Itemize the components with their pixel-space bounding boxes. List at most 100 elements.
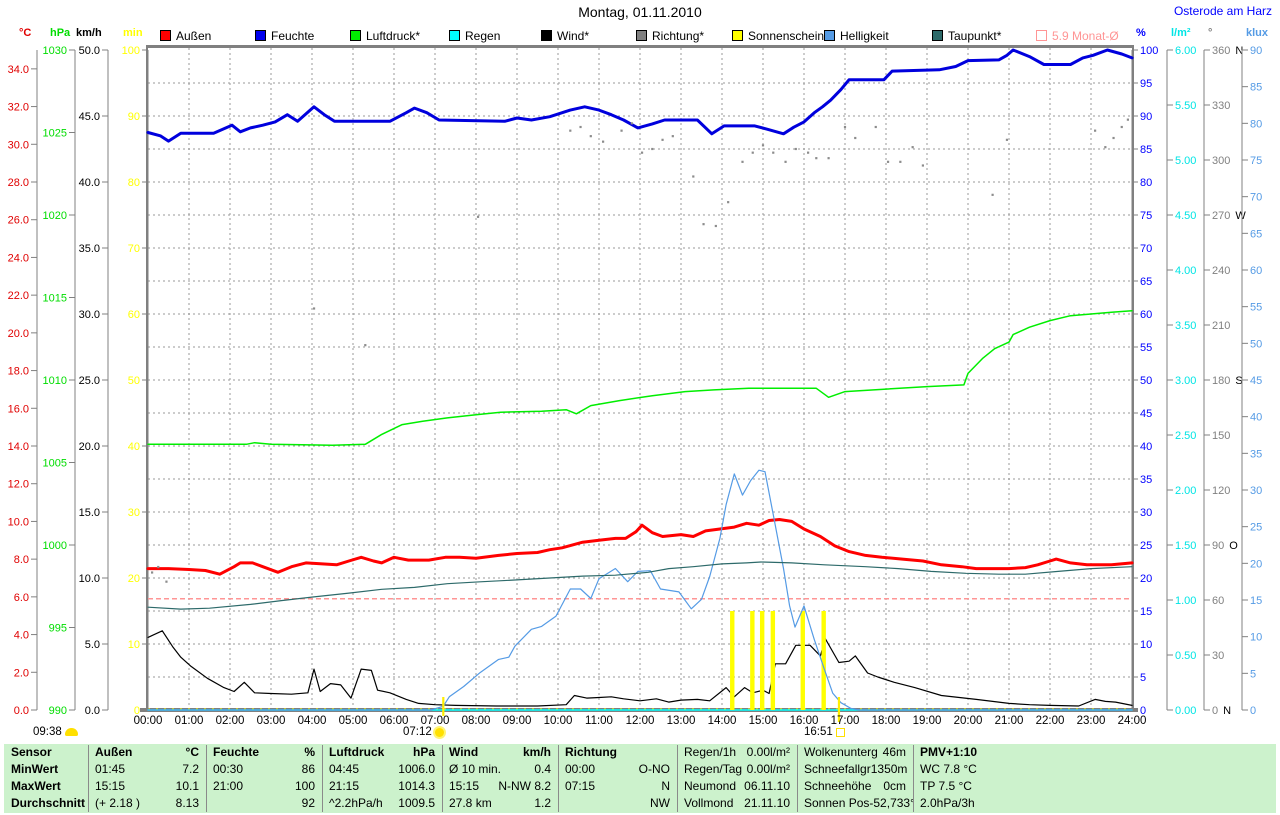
tick-label: 40.0 xyxy=(79,177,100,189)
tick-label: 12:00 xyxy=(626,715,655,727)
tick-label: 120 xyxy=(1212,485,1230,497)
tick-label: 05:00 xyxy=(339,715,368,727)
legend-sonnenschein-label: Sonnenschein xyxy=(748,28,825,43)
table-column-4: Wind km/h Ø 10 min. 0.4 15:15 N-NW 8.2 27.8 km… xyxy=(442,744,558,813)
table-cell: MinWert xyxy=(11,762,59,776)
legend-luftdruck[interactable]: Luftdruck* xyxy=(350,29,420,43)
series-richtung-dot xyxy=(364,344,367,347)
axis-unit-l/m²: l/m² xyxy=(1171,27,1191,39)
tick-label: 60 xyxy=(128,309,140,321)
series-richtung-dot xyxy=(886,160,890,163)
legend-richtung-label: Richtung* xyxy=(652,28,705,43)
table-cell: Wind xyxy=(449,745,479,759)
tick-label: 1.00 xyxy=(1175,595,1196,607)
table-cell: WC 7.8 °C xyxy=(920,762,977,776)
legend-taupunkt[interactable]: Taupunkt* xyxy=(932,28,1002,43)
table-separator xyxy=(442,745,443,812)
tick-label: 10 xyxy=(1250,632,1262,644)
tick-label: 04:00 xyxy=(298,715,327,727)
table-column-3: Luftdruck hPa 04:45 1006.0 21:15 1014.3 ^2.2hP… xyxy=(322,744,442,813)
table-column-6: Regen/1h 0.00l/m² Regen/Tag 0.00l/m² Neumond… xyxy=(677,744,797,813)
series-richtung-dot xyxy=(784,160,787,163)
legend-regen[interactable]: Regen xyxy=(449,29,500,43)
table-separator xyxy=(206,745,207,812)
tick-label: 70 xyxy=(128,243,140,255)
legend-helligkeit[interactable]: Helligkeit xyxy=(824,29,889,43)
table-cell: N xyxy=(661,779,670,793)
tick-label: 1015 xyxy=(43,293,67,305)
series-richtung-dot xyxy=(827,157,830,160)
series-richtung-dot xyxy=(589,135,592,138)
tick-label: 10 xyxy=(1140,639,1152,651)
tick-label: 20 xyxy=(128,573,140,585)
table-cell: 00:30 xyxy=(213,762,244,776)
tick-label: 07:00 xyxy=(421,715,450,727)
series-richtung-dot xyxy=(741,160,744,163)
tick-label: 12.0 xyxy=(8,479,29,491)
series-richtung-dot xyxy=(630,122,633,125)
axis-unit-km/h: km/h xyxy=(76,27,102,39)
tick-label: 0 xyxy=(134,705,140,717)
tick-label: 270 W xyxy=(1212,210,1246,222)
legend-taupunkt-label: Taupunkt* xyxy=(948,28,1002,43)
tick-label: 55 xyxy=(1250,302,1262,314)
series-richtung-dot xyxy=(854,136,857,140)
series-richtung-dot xyxy=(1094,129,1097,132)
tick-label: 1020 xyxy=(43,210,67,222)
table-column-1: Außen °C 01:45 7.2 15:15 10.1 (+ 2.18 ) 8.13 xyxy=(88,744,206,813)
tick-label: 0.50 xyxy=(1175,650,1196,662)
axis-unit-hPa: hPa xyxy=(50,27,71,39)
table-cell: 0.00l/m² xyxy=(746,762,790,776)
tick-label: 20.0 xyxy=(79,441,100,453)
series-richtung-dot xyxy=(661,138,664,141)
sunset-label: 16:51 xyxy=(804,726,845,738)
legend-monat[interactable]: 5.9 Monat-Ø xyxy=(1036,29,1119,43)
legend-wind[interactable]: Wind* xyxy=(541,28,590,43)
tick-label: 40 xyxy=(1250,412,1262,424)
tick-label: 360 N xyxy=(1212,45,1243,57)
tick-label: 14:00 xyxy=(708,715,737,727)
tick-label: 20.0 xyxy=(8,328,29,340)
tick-label: 60 xyxy=(1140,309,1152,321)
table-cell: Richtung xyxy=(565,745,617,759)
table-cell: 27.8 km xyxy=(449,796,492,810)
tick-label: 02:00 xyxy=(216,715,245,727)
table-separator xyxy=(797,745,798,812)
table-cell: km/h xyxy=(522,745,551,759)
legend-sonnenschein[interactable]: Sonnenschein xyxy=(732,28,825,43)
tick-label: 4.50 xyxy=(1175,210,1196,222)
table-cell: 2.0hPa/3h xyxy=(920,796,975,810)
tick-label: 95 xyxy=(1140,78,1152,90)
table-cell: 1006.0 xyxy=(398,762,435,776)
table-cell: Wolkenunterg xyxy=(804,745,878,759)
table-cell: Luftdruck xyxy=(329,745,385,759)
tick-label: 180 S xyxy=(1212,375,1243,387)
plot-frame-right xyxy=(1132,45,1134,710)
tick-label: 90 xyxy=(1250,45,1262,57)
daylight-duration-value: 09:38 xyxy=(33,726,62,738)
tick-label: 50.0 xyxy=(79,45,100,57)
series-richtung-dot xyxy=(476,215,480,218)
legend-feuchte[interactable]: Feuchte xyxy=(255,29,314,43)
series-sonnenschein-bar xyxy=(750,611,755,710)
axis-unit-klux: klux xyxy=(1246,27,1269,39)
series-sonnenschein-bar xyxy=(730,611,735,710)
tick-label: 03:00 xyxy=(257,715,286,727)
table-column-7: Wolkenunterg 46m Schneefallgr 1350m Schneehö… xyxy=(797,744,913,813)
legend-richtung[interactable]: Richtung* xyxy=(636,28,705,43)
tick-label: 45 xyxy=(1140,408,1152,420)
tick-label: 23:00 xyxy=(1077,715,1106,727)
legend-wind-label: Wind* xyxy=(557,28,590,43)
legend-aussen[interactable]: Außen xyxy=(160,29,211,43)
tick-label: 80 xyxy=(128,177,140,189)
table-column-8: PMV+1:10 WC 7.8 °C TP 7.5 °C 2.0hPa/3h xyxy=(913,744,1272,813)
tick-label: 6.0 xyxy=(14,592,29,604)
tick-label: 3.00 xyxy=(1175,375,1196,387)
sunset-square-icon xyxy=(835,727,845,737)
series-richtung-dot xyxy=(1112,136,1115,140)
tick-label: 10.0 xyxy=(8,516,29,528)
legend-taupunkt-swatch xyxy=(932,30,943,41)
tick-label: 35 xyxy=(1250,448,1262,460)
series-richtung-dot xyxy=(671,135,674,138)
series-luftdruck-line xyxy=(147,309,1133,446)
